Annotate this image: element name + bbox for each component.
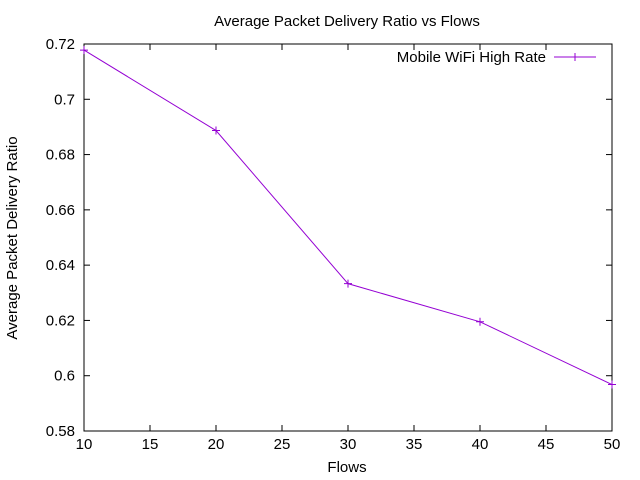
x-tick-label: 45 xyxy=(538,436,555,453)
x-tick-label: 25 xyxy=(274,436,291,453)
x-tick-label: 30 xyxy=(340,436,357,453)
x-tick-label: 40 xyxy=(472,436,489,453)
y-tick-label: 0.6 xyxy=(54,368,75,385)
y-tick-label: 0.72 xyxy=(46,36,75,53)
data-point-marker xyxy=(608,380,616,389)
y-tick-label: 0.7 xyxy=(54,91,75,108)
axis-ticks: 10 15 20 25 30 35 40 45 50 0.58 0.6 0.62 0.64 0.66 0.6… xyxy=(46,36,621,453)
data-point-marker xyxy=(344,279,352,288)
legend-marker-sample xyxy=(571,53,579,61)
legend-label-mobile-wifi-high-rate: Mobile WiFi High Rate xyxy=(397,49,546,66)
x-tick-label: 10 xyxy=(76,436,93,453)
x-tick-label: 15 xyxy=(142,436,159,453)
data-point-marker xyxy=(212,126,220,135)
series-line xyxy=(83,49,613,386)
y-tick-label: 0.62 xyxy=(46,312,75,329)
y-tick-label: 0.64 xyxy=(46,257,75,274)
plot-frame xyxy=(83,43,613,432)
legend: Mobile WiFi High Rate xyxy=(397,49,596,66)
y-axis-label: Average Packet Delivery Ratio xyxy=(4,136,21,339)
x-tick-label: 35 xyxy=(406,436,423,453)
x-tick-label: 50 xyxy=(604,436,621,453)
x-axis-label: Flows xyxy=(327,459,366,476)
x-tick-label: 20 xyxy=(208,436,225,453)
chart-title: Average Packet Delivery Ratio vs Flows xyxy=(214,13,480,30)
y-tick-label: 0.66 xyxy=(46,202,75,219)
y-tick-label: 0.58 xyxy=(46,423,75,440)
data-point-marker xyxy=(476,317,484,326)
series-layer xyxy=(80,46,616,389)
y-tick-label: 0.68 xyxy=(46,147,75,164)
data-point-marker xyxy=(80,46,88,55)
